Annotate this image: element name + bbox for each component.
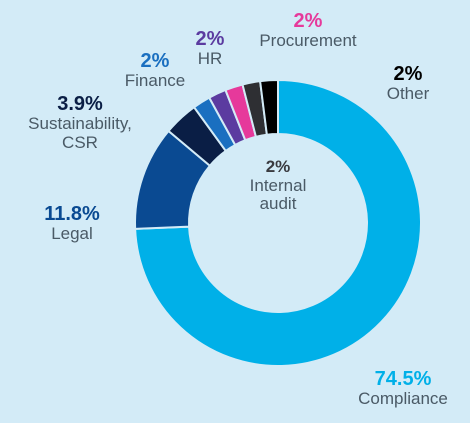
value-label: 2% (140, 50, 170, 72)
value-label: 11.8% (44, 203, 100, 225)
data-label: 11.8% Legal (12, 203, 132, 244)
value-label: 2% (195, 28, 225, 50)
value-label: 2% (393, 63, 423, 85)
category-label: HR (197, 49, 223, 68)
category-label: Other (386, 84, 430, 103)
category-label: Legal (51, 224, 93, 243)
category-label: Internal audit (249, 175, 307, 214)
data-label: 2% Other (358, 63, 458, 104)
donut-segment (134, 78, 422, 367)
category-label: Finance (124, 71, 186, 90)
data-label: 2% Finance (100, 50, 210, 91)
data-label: 74.5% Compliance (338, 368, 468, 409)
value-label: 74.5% (374, 368, 432, 390)
data-label: 2% HR (170, 28, 250, 69)
category-label: Procurement (259, 31, 357, 50)
data-label: 2% Procurement (238, 10, 378, 51)
category-label: Compliance (358, 389, 448, 408)
value-label: 2% (265, 157, 291, 176)
category-label: Sustainability, CSR (28, 114, 132, 152)
value-label: 3.9% (57, 93, 103, 115)
value-label: 2% (293, 10, 323, 32)
donut-segment (258, 78, 279, 136)
data-label: 3.9% Sustainability, CSR (15, 93, 145, 152)
data-label: 2% Internal audit (233, 157, 323, 214)
